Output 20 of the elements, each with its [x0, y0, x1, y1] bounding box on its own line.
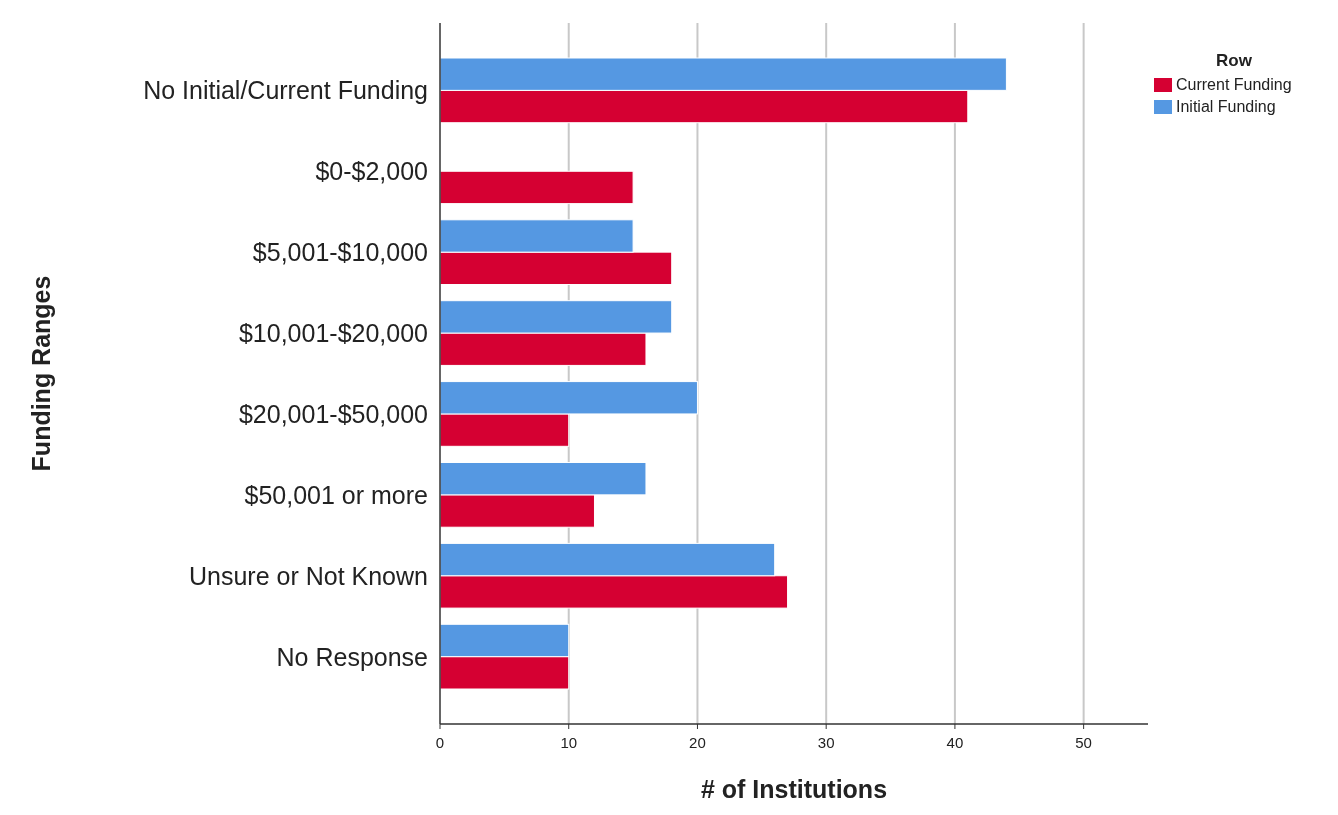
y-tick-label: No Response: [276, 642, 428, 671]
y-tick-label: $0-$2,000: [315, 157, 428, 186]
x-tick-label: 20: [689, 734, 706, 751]
y-axis-title: Funding Ranges: [27, 275, 55, 472]
x-tick-label: 0: [435, 734, 445, 751]
x-tick-label: 40: [946, 734, 964, 751]
x-axis-title: # of Institutions: [700, 775, 888, 803]
x-tick-label: 10: [560, 734, 578, 751]
y-tick-label: Unsure or Not Known: [188, 561, 428, 590]
legend-label: Initial Funding: [1176, 98, 1276, 115]
legend-title: Row: [1216, 51, 1253, 70]
y-tick-label: $20,001-$50,000: [238, 399, 428, 428]
y-tick-label: $10,001-$20,000: [238, 319, 428, 348]
y-tick-label: $5,001-$10,000: [252, 238, 428, 267]
y-tick-label: No Initial/Current Funding: [143, 76, 428, 105]
x-tick-label: 30: [817, 734, 835, 751]
y-tick-label: $50,001 or more: [244, 480, 428, 509]
legend-label: Current Funding: [1176, 76, 1292, 93]
x-tick-label: 50: [1075, 734, 1092, 751]
bar: [439, 170, 634, 205]
